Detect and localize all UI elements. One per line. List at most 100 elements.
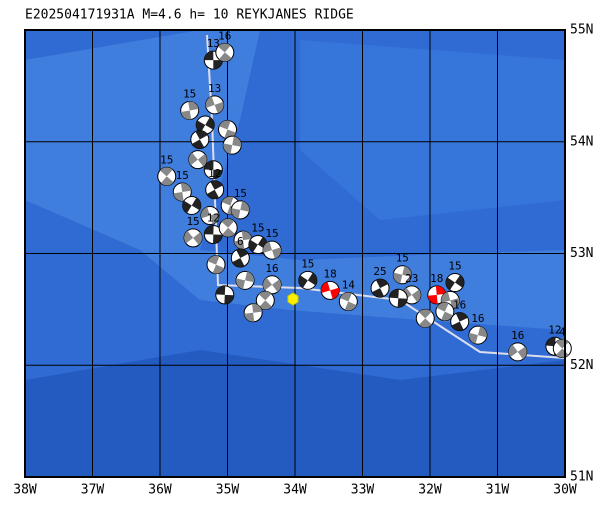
beachball-quadrant bbox=[330, 287, 340, 299]
beachball-quadrant bbox=[204, 160, 214, 170]
depth-label: 12 bbox=[208, 167, 221, 180]
depth-label: 23 bbox=[405, 272, 418, 285]
lat-label: 51N bbox=[570, 470, 593, 485]
beachball-quadrant bbox=[159, 167, 173, 177]
beachball-quadrant bbox=[231, 208, 241, 219]
lon-label: 33W bbox=[351, 483, 375, 498]
beachball-quadrant bbox=[454, 275, 464, 288]
beachball-quadrant bbox=[207, 255, 220, 265]
beachball-quadrant bbox=[418, 309, 432, 319]
beachball-quadrant bbox=[236, 278, 246, 290]
depth-label: 25 bbox=[373, 265, 386, 278]
beachball-quadrant bbox=[160, 176, 174, 186]
beachball bbox=[243, 303, 263, 323]
beachball bbox=[233, 230, 253, 250]
depth-label: 15 bbox=[396, 252, 409, 265]
beachball bbox=[338, 292, 358, 312]
beachball bbox=[222, 135, 242, 155]
beachball-quadrant bbox=[259, 300, 272, 310]
beachball-quadrant bbox=[213, 60, 223, 70]
beachball-quadrant bbox=[204, 225, 214, 235]
beachball-quadrant bbox=[223, 143, 233, 154]
beachball-quadrant bbox=[213, 169, 223, 179]
beachball-quadrant bbox=[393, 272, 403, 284]
beachball-quadrant bbox=[321, 281, 331, 293]
beachball bbox=[180, 100, 200, 120]
lon-label: 37W bbox=[81, 483, 105, 498]
beachball-quadrant bbox=[213, 234, 223, 244]
depth-label: 18 bbox=[323, 267, 336, 280]
beachball bbox=[195, 115, 215, 135]
lat-label: 54N bbox=[570, 134, 593, 149]
beachball bbox=[415, 308, 435, 328]
beachball-quadrant bbox=[212, 264, 225, 274]
beachball bbox=[206, 255, 226, 275]
beachball-quadrant bbox=[221, 196, 234, 206]
beachball-quadrant bbox=[248, 239, 258, 253]
depth-label: 16 bbox=[471, 312, 484, 325]
plate-boundary bbox=[206, 34, 566, 392]
beachball-quadrant bbox=[344, 301, 357, 311]
beachball bbox=[552, 338, 572, 358]
beachball-quadrant bbox=[182, 200, 192, 214]
depth-label: 13 bbox=[207, 37, 220, 50]
beachball bbox=[262, 240, 282, 260]
beachball-quadrant bbox=[468, 332, 478, 344]
lat-label: 55N bbox=[570, 23, 593, 38]
beachball-quadrant bbox=[389, 289, 399, 299]
beachball-quadrant bbox=[219, 120, 231, 130]
depth-label: 15 bbox=[176, 169, 189, 182]
beachball bbox=[230, 200, 250, 220]
beachball-quadrant bbox=[196, 120, 206, 133]
beachball-quadrant bbox=[252, 303, 263, 313]
beachball bbox=[298, 270, 318, 290]
beachball-quadrant bbox=[197, 153, 207, 167]
beachball-quadrant bbox=[173, 192, 184, 202]
beachball bbox=[435, 302, 455, 322]
beachball-quadrant bbox=[219, 52, 232, 62]
beachball bbox=[203, 160, 223, 180]
beachball-quadrant bbox=[180, 110, 192, 120]
lon-label: 38W bbox=[13, 483, 37, 498]
beachball-quadrant bbox=[545, 337, 556, 347]
beachball-quadrant bbox=[517, 346, 527, 360]
beachball-quadrant bbox=[240, 201, 250, 212]
beachball bbox=[320, 280, 340, 300]
depth-label: 15 bbox=[183, 87, 196, 100]
depth-label: 18 bbox=[430, 272, 443, 285]
beachball-quadrant bbox=[241, 231, 252, 241]
beachball bbox=[190, 130, 210, 150]
epicenter bbox=[287, 292, 299, 306]
depth-label: 16 bbox=[218, 29, 231, 42]
beachball bbox=[235, 270, 255, 290]
lon-label: 30W bbox=[553, 483, 577, 498]
beachball-quadrant bbox=[419, 318, 432, 328]
beachball bbox=[218, 218, 238, 238]
beachball bbox=[215, 285, 235, 305]
beachball-quadrant bbox=[232, 257, 245, 267]
beachball-quadrant bbox=[477, 326, 487, 338]
beachball bbox=[188, 150, 208, 170]
beachball-quadrant bbox=[245, 271, 255, 283]
beachball-quadrant bbox=[307, 272, 317, 286]
beachball-quadrant bbox=[204, 51, 214, 61]
beachball bbox=[203, 225, 223, 245]
depth-label: 14 bbox=[342, 279, 356, 292]
beachball-quadrant bbox=[193, 232, 203, 245]
depth-label: 16 bbox=[511, 329, 524, 342]
beachball-quadrant bbox=[371, 288, 385, 298]
lon-label: 34W bbox=[283, 483, 307, 498]
beachball bbox=[450, 312, 470, 332]
beachball bbox=[183, 228, 203, 248]
beachball-quadrant bbox=[209, 212, 219, 225]
beachball-quadrant bbox=[188, 101, 199, 111]
lat-label: 52N bbox=[570, 358, 593, 373]
beachball-quadrant bbox=[200, 206, 210, 219]
beachball-quadrant bbox=[232, 136, 242, 147]
lon-label: 36W bbox=[148, 483, 172, 498]
beachball-quadrant bbox=[217, 43, 231, 53]
beachball-quadrant bbox=[188, 152, 198, 166]
beachball bbox=[255, 290, 275, 310]
